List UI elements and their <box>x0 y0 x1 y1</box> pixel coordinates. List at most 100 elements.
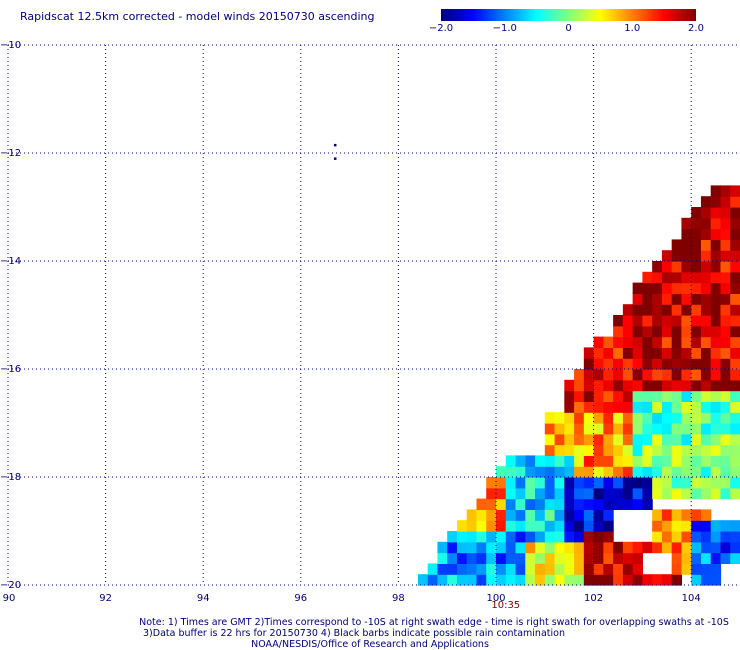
swath-cell <box>730 325 740 338</box>
swath-cell <box>632 563 643 575</box>
swath-cell <box>730 466 740 478</box>
swath-cell <box>613 401 624 413</box>
swath-cell <box>642 401 653 413</box>
x-tick-label: 100 <box>486 593 505 604</box>
swath-cell <box>622 412 634 424</box>
swath-cell <box>730 401 740 413</box>
swath-cell <box>515 487 526 500</box>
swath-cell <box>544 541 556 554</box>
swath-cell <box>661 293 673 305</box>
swath-cell <box>652 487 663 500</box>
swath-cell <box>681 347 692 359</box>
swath-cell <box>583 466 595 478</box>
swath-cell <box>622 541 634 554</box>
swath-cell <box>544 487 556 500</box>
swath-cell <box>691 531 702 543</box>
swath-cell <box>437 563 448 575</box>
y-tick-label: −20 <box>0 580 21 591</box>
swath-cell <box>730 185 740 197</box>
swath-cell <box>661 401 673 413</box>
swath-cell <box>691 477 702 489</box>
swath-cell <box>564 541 575 554</box>
swath-cell <box>681 487 692 500</box>
swath-cell <box>447 552 458 564</box>
swath-cell <box>593 412 604 424</box>
swath-cell <box>710 541 722 554</box>
swath-cell <box>661 423 673 435</box>
swath-cell <box>603 487 614 500</box>
swath-cell <box>447 541 458 554</box>
swath-cell <box>700 347 712 359</box>
swath-cell <box>603 509 614 521</box>
swath-cell <box>691 520 702 532</box>
swath-cell <box>700 423 712 435</box>
swath-cell <box>671 552 683 564</box>
swath-cell <box>671 509 683 521</box>
swath-cell <box>642 271 653 284</box>
swath-cell <box>730 196 740 208</box>
swath-cell <box>681 433 692 446</box>
swath-cell <box>613 455 624 467</box>
swath-cell <box>574 520 585 532</box>
swath-cell <box>583 455 595 467</box>
swath-cell <box>622 423 634 435</box>
swath-cell <box>642 282 653 294</box>
swath-cell <box>564 401 575 413</box>
swath-cell <box>583 358 595 370</box>
swath-cell <box>496 487 507 500</box>
swath-cell <box>554 520 565 532</box>
swath-cell <box>632 379 643 392</box>
swath-cell <box>535 487 546 500</box>
swath-cell <box>730 390 740 402</box>
swath-cell <box>613 315 624 327</box>
swath-cell <box>603 477 614 489</box>
swath-cell <box>730 250 740 262</box>
swath-cell <box>642 336 653 348</box>
swath-cell <box>496 563 507 575</box>
swath-cell <box>564 563 575 575</box>
swath-cell <box>564 433 575 446</box>
swath-cell <box>622 379 634 392</box>
swath-cell <box>652 261 663 273</box>
swath-cell <box>730 336 740 348</box>
swath-cell <box>535 455 546 467</box>
swath-cell <box>554 477 565 489</box>
swath-cell <box>720 293 731 305</box>
swath-cell <box>730 487 740 500</box>
swath-cell <box>613 563 624 575</box>
swath-cell <box>642 444 653 456</box>
swath-cell <box>603 390 614 402</box>
swath-cell <box>661 261 673 273</box>
swath-cell <box>710 520 722 532</box>
swath-cell <box>700 412 712 424</box>
swath-cell <box>671 455 683 467</box>
swath-cell <box>642 293 653 305</box>
swath-cell <box>603 423 614 435</box>
colorbar-tick-label: −2.0 <box>429 23 453 34</box>
swath-cell <box>671 379 683 392</box>
swath-cell <box>496 520 507 532</box>
swath-cell <box>515 477 526 489</box>
swath-cell <box>710 207 722 219</box>
swath-cell <box>661 250 673 262</box>
swath-cell <box>583 520 595 532</box>
swath-cell <box>642 379 653 392</box>
swath-cell <box>720 369 731 381</box>
swath-cell <box>720 196 731 208</box>
swath-cell <box>681 390 692 402</box>
swath-cell <box>652 369 663 381</box>
swath-cell <box>730 552 740 564</box>
swath-cell <box>583 487 595 500</box>
colorbar-tick-label: −1.0 <box>493 23 517 34</box>
swath-cell <box>691 228 702 240</box>
x-axis-ticks: 90 92 94 96 98 100 102 104 <box>3 593 701 604</box>
swath-cell <box>505 563 517 575</box>
swath-cell <box>691 282 702 294</box>
swath-cell <box>720 412 731 424</box>
swath-cell <box>700 228 712 240</box>
swath-cell <box>700 401 712 413</box>
swath-cell <box>613 423 624 435</box>
swath-cell <box>535 477 546 489</box>
swath-cell <box>525 498 536 510</box>
swath-cell <box>456 552 468 564</box>
